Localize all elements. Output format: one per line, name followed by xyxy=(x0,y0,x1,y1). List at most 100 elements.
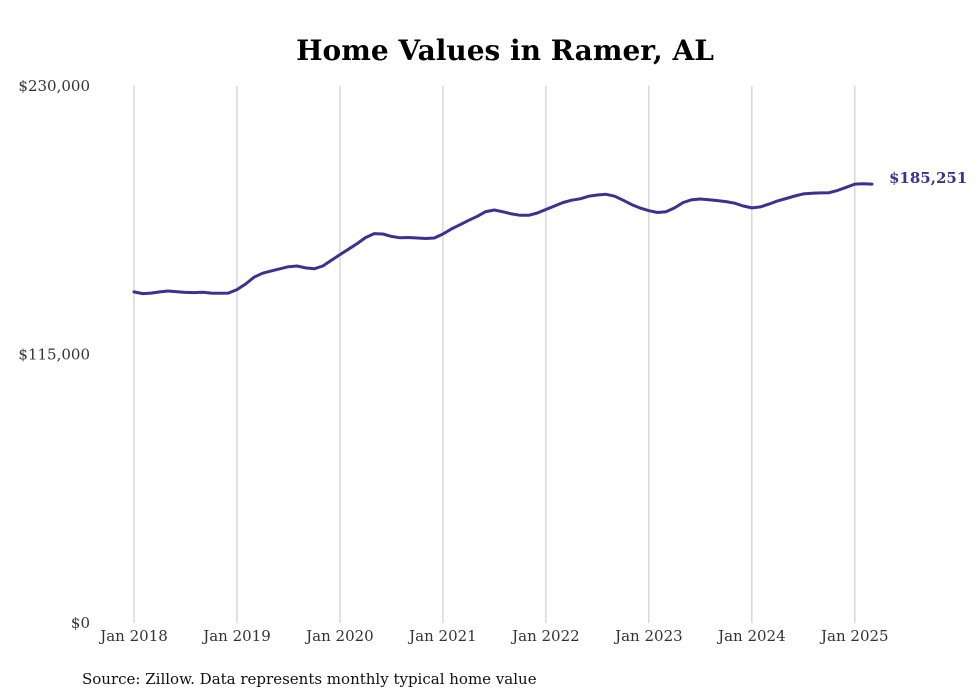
data-point xyxy=(330,259,333,262)
data-point xyxy=(819,192,822,194)
data-point xyxy=(296,265,298,267)
x-tick-label: Jan 2025 xyxy=(819,627,889,645)
data-point xyxy=(261,272,264,275)
series-group: $185,251 xyxy=(132,169,967,296)
x-tick-label: Jan 2024 xyxy=(716,627,786,645)
data-point xyxy=(510,213,513,215)
data-point xyxy=(871,183,873,185)
data-point xyxy=(553,205,556,207)
data-point xyxy=(605,193,607,196)
x-tick-label: Jan 2021 xyxy=(407,627,477,645)
data-point xyxy=(442,233,444,235)
data-point xyxy=(219,292,221,295)
data-point xyxy=(270,270,273,272)
data-point xyxy=(502,211,504,213)
y-tick-label: $230,000 xyxy=(18,77,90,95)
data-point xyxy=(665,211,667,213)
data-point xyxy=(725,200,727,203)
data-point xyxy=(150,292,152,294)
data-point xyxy=(133,291,135,293)
data-point xyxy=(527,214,530,217)
data-point xyxy=(751,207,753,209)
data-point xyxy=(785,197,787,200)
data-point xyxy=(390,235,393,238)
data-point xyxy=(519,214,521,217)
data-point xyxy=(201,291,204,294)
data-point xyxy=(322,265,324,267)
data-point xyxy=(588,195,590,197)
data-point xyxy=(382,233,384,235)
x-tick-label: Jan 2018 xyxy=(98,627,168,645)
x-tick-label: Jan 2020 xyxy=(304,627,374,645)
data-point xyxy=(845,186,848,189)
data-point xyxy=(356,242,358,245)
data-point xyxy=(622,199,624,201)
data-point xyxy=(759,206,762,208)
data-point xyxy=(776,200,779,202)
data-point xyxy=(742,205,745,207)
data-point xyxy=(141,292,144,295)
x-tick-label: Jan 2019 xyxy=(201,627,271,645)
data-point xyxy=(733,202,736,204)
data-point xyxy=(304,267,307,269)
data-point xyxy=(184,291,187,294)
data-point xyxy=(313,268,316,270)
gridlines xyxy=(133,86,856,623)
data-point xyxy=(545,208,547,211)
data-point xyxy=(639,207,642,209)
data-point xyxy=(347,248,350,250)
data-point xyxy=(570,199,573,201)
data-point xyxy=(339,253,341,256)
data-point xyxy=(854,183,856,185)
data-point xyxy=(691,198,693,201)
series-line xyxy=(132,182,874,296)
data-point xyxy=(613,195,616,197)
data-point xyxy=(450,228,453,230)
data-point xyxy=(167,290,170,292)
data-point xyxy=(236,288,238,291)
data-point xyxy=(811,192,813,194)
data-point xyxy=(227,292,230,294)
data-point xyxy=(279,268,281,270)
y-tick-label: $0 xyxy=(71,614,90,632)
data-point xyxy=(476,215,479,218)
data-point xyxy=(373,232,376,235)
data-point xyxy=(433,237,436,239)
y-tick-label: $115,000 xyxy=(18,346,90,364)
data-point xyxy=(536,212,539,214)
x-tick-label: Jan 2022 xyxy=(510,627,580,645)
data-point xyxy=(828,191,830,194)
data-point xyxy=(673,207,676,209)
end-value-label: $185,251 xyxy=(889,169,967,187)
data-point xyxy=(364,236,367,239)
data-point xyxy=(596,194,599,196)
data-point xyxy=(459,223,461,226)
data-point xyxy=(862,183,865,185)
data-point xyxy=(158,291,161,293)
chart-title: Home Values in Ramer, AL xyxy=(296,34,714,67)
data-point xyxy=(244,283,247,285)
data-point xyxy=(416,237,419,239)
data-point xyxy=(794,195,796,197)
data-point xyxy=(210,292,212,294)
data-point xyxy=(407,236,410,239)
data-point xyxy=(630,203,633,206)
data-point xyxy=(682,201,684,204)
data-point xyxy=(562,201,564,204)
data-point xyxy=(467,219,470,222)
data-point xyxy=(399,237,401,239)
data-point xyxy=(253,276,255,279)
data-point xyxy=(768,203,770,205)
data-point xyxy=(493,209,496,211)
data-point xyxy=(485,210,487,213)
data-point xyxy=(193,291,195,294)
data-point xyxy=(699,198,702,200)
data-point xyxy=(656,211,659,214)
data-point xyxy=(716,199,719,202)
data-point xyxy=(708,198,710,201)
y-axis: $0 $115,000 $230,000 xyxy=(18,77,90,632)
data-point xyxy=(579,198,581,200)
data-point xyxy=(287,265,290,268)
source-note: Source: Zillow. Data represents monthly … xyxy=(82,670,537,688)
